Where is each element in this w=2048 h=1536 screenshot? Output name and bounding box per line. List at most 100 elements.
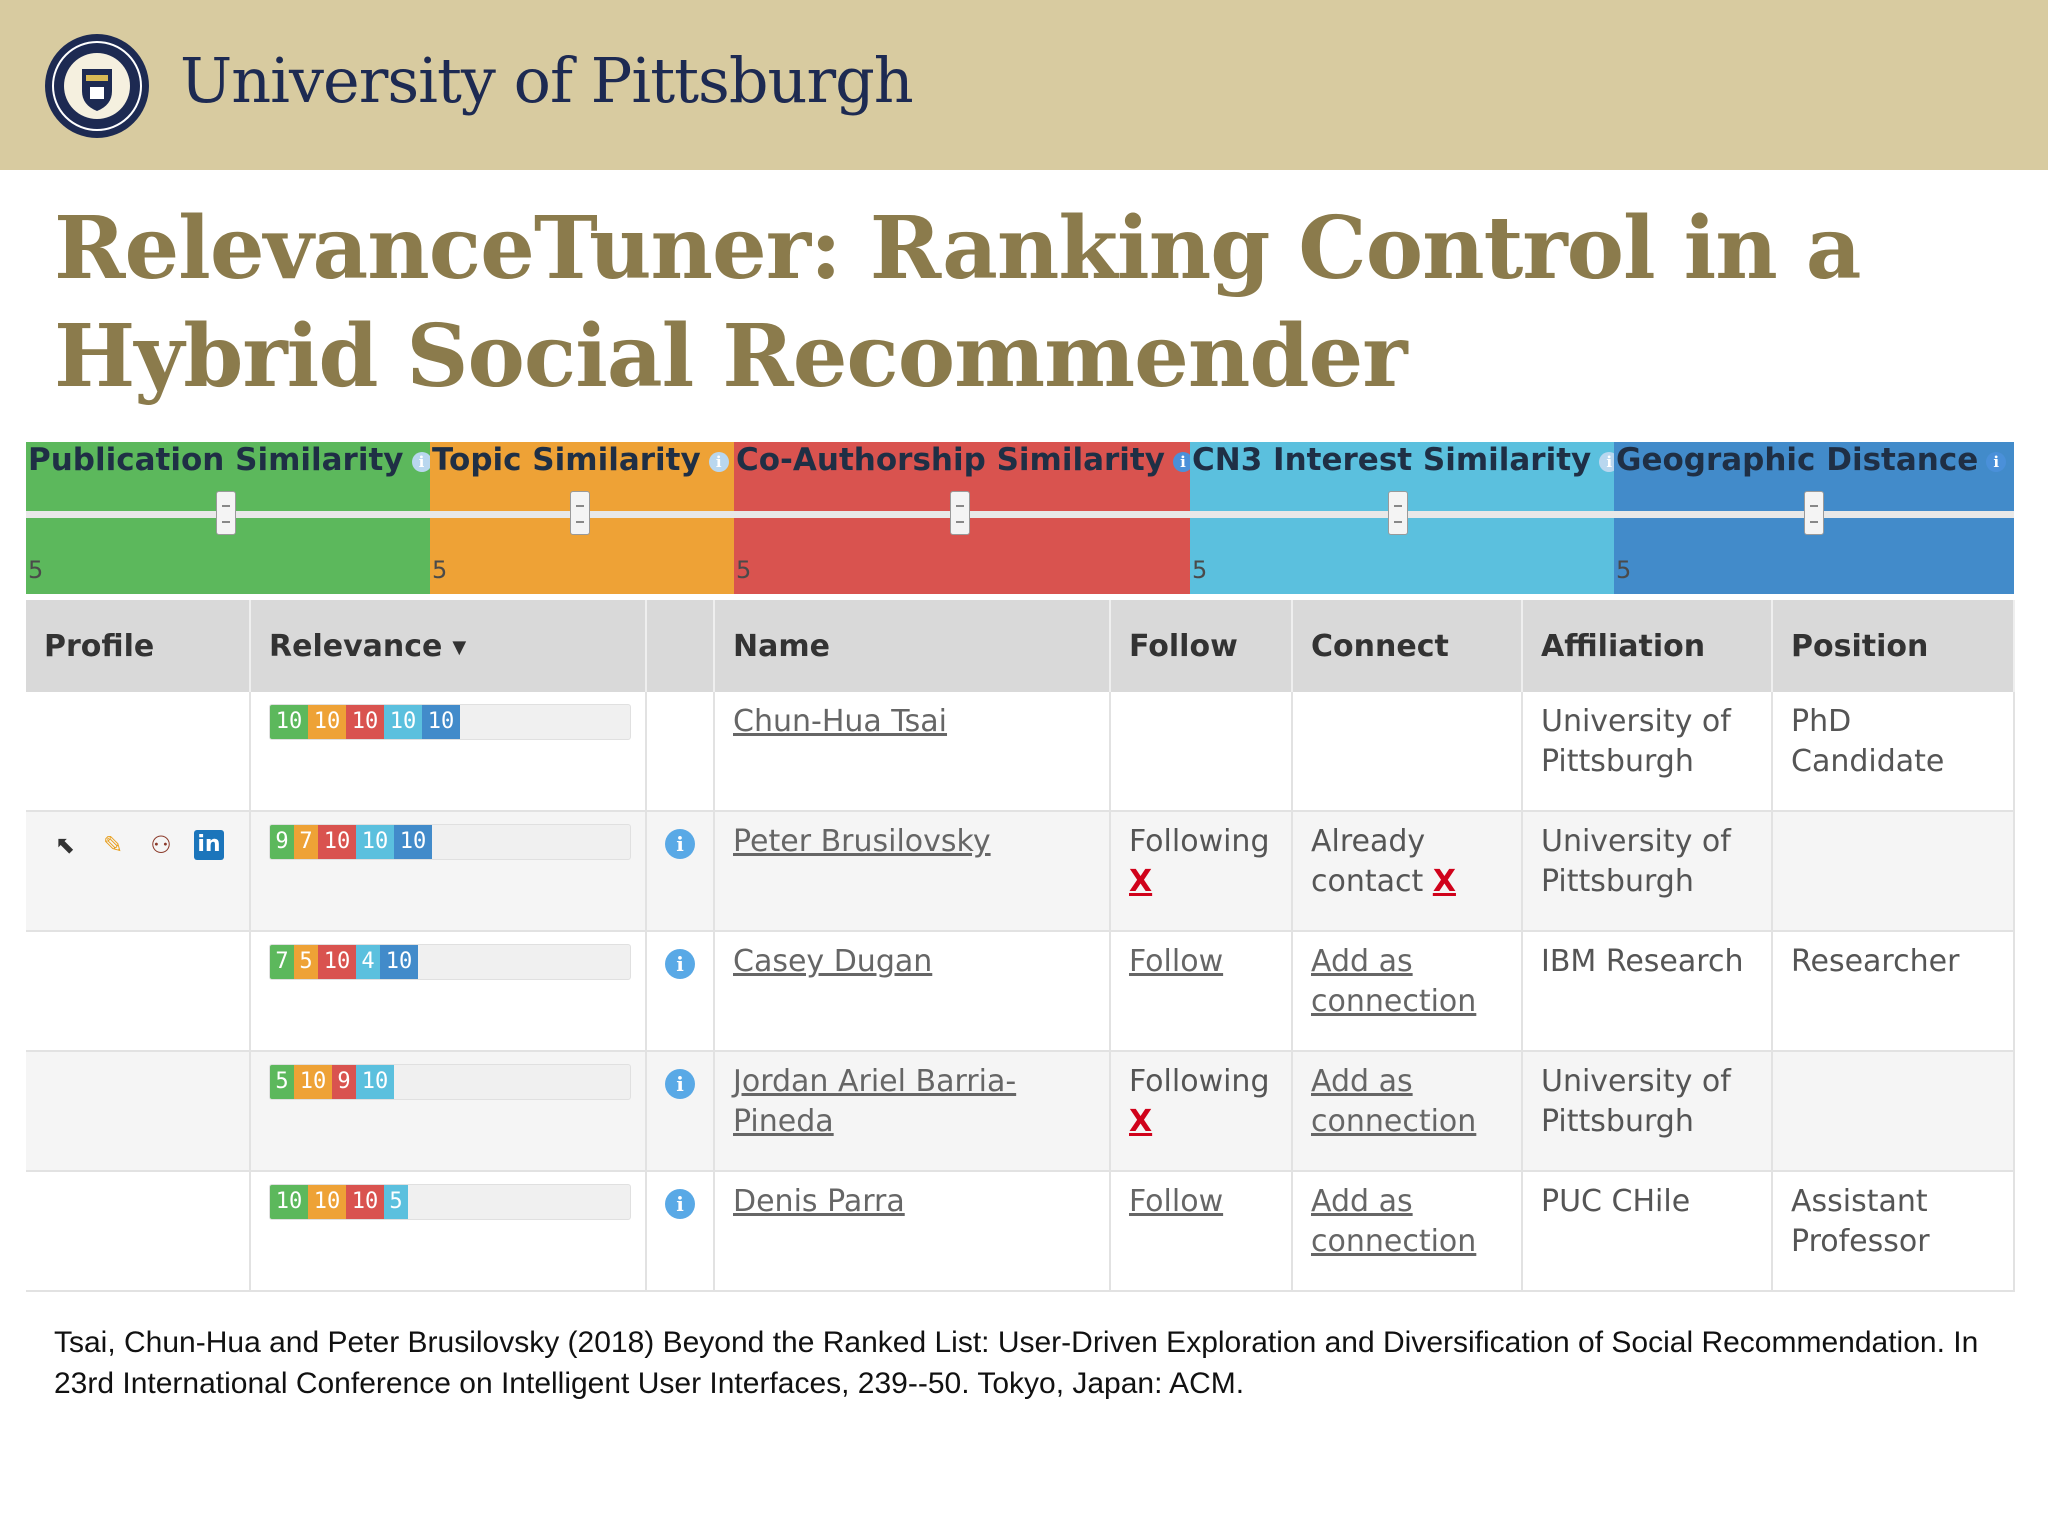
slider-handle-cn3[interactable]: [1388, 491, 1408, 535]
google-scholar-icon[interactable]: ⬉: [54, 831, 76, 859]
slider-handle-topic[interactable]: [570, 491, 590, 535]
relevance-segment: 7: [270, 945, 294, 979]
slider-label-publication: Publication Similarity: [28, 442, 404, 478]
person-name-link[interactable]: Chun-Hua Tsai: [733, 704, 948, 739]
slider-label-topic: Topic Similarity: [432, 442, 701, 478]
slider-track: [26, 511, 2014, 518]
unfollow-button[interactable]: X: [1129, 1104, 1153, 1139]
table-row: 7 5 10 4 10 i Casey Dugan Follow Add as conn…: [26, 931, 2015, 1052]
sort-descending-icon[interactable]: ▼: [452, 636, 467, 658]
name-cell: Casey Dugan: [714, 931, 1111, 1052]
info-icon[interactable]: i: [411, 451, 432, 472]
affiliation-cell: University of Pittsburgh: [1522, 811, 1773, 932]
relevance-segment: 10: [318, 945, 356, 979]
follow-cell: [1110, 692, 1293, 812]
position-cell: [1772, 1051, 2015, 1172]
info-icon[interactable]: i: [708, 451, 729, 472]
relevance-bar[interactable]: 7 5 10 4 10: [269, 944, 631, 980]
relevance-bar[interactable]: 10 10 10 10 10: [269, 704, 631, 740]
name-cell: Denis Parra: [714, 1171, 1111, 1292]
column-header-affiliation: Affiliation: [1522, 600, 1773, 692]
follow-button[interactable]: Follow: [1129, 1184, 1224, 1219]
connect-cell: [1292, 692, 1523, 812]
slider-handle-geographic[interactable]: [1804, 491, 1824, 535]
relevance-segment: 10: [270, 705, 308, 739]
relevance-bar[interactable]: 10 10 10 5: [269, 1184, 631, 1220]
profile-cell: [26, 1171, 251, 1292]
table-row: ⬉ ✎ ⚇ in 9 7 10 10 10 i Peter Brusilovsky Fo…: [26, 811, 2015, 932]
relevance-segment: 10: [422, 705, 460, 739]
person-name-link[interactable]: Jordan Ariel Barria-Pineda: [733, 1064, 1017, 1139]
unfollow-button[interactable]: X: [1129, 864, 1153, 899]
info-icon[interactable]: i: [1986, 451, 2007, 472]
relevance-segment: 10: [308, 705, 346, 739]
slide-title: RelevanceTuner: Ranking Control in a Hyb…: [54, 195, 2014, 411]
relevance-segment: 5: [294, 945, 318, 979]
slider-value-geographic: 5: [1616, 556, 1632, 584]
connect-cell: Add as connection: [1292, 1051, 1523, 1172]
follow-cell: Follow: [1110, 1171, 1293, 1292]
info-icon[interactable]: i: [665, 949, 695, 979]
relevance-segment: 10: [394, 825, 432, 859]
slider-handle-coauthorship[interactable]: [950, 491, 970, 535]
relevance-segment: 10: [270, 1185, 308, 1219]
relevance-segment: 9: [270, 825, 294, 859]
relevance-segment: 10: [356, 1065, 394, 1099]
column-header-info: [646, 600, 715, 692]
slide-title-line-1: RelevanceTuner: Ranking Control in a: [54, 198, 1861, 299]
column-header-follow: Follow: [1110, 600, 1293, 692]
follow-cell: Follow: [1110, 931, 1293, 1052]
follow-cell: Following X: [1110, 1051, 1293, 1172]
table-row: 10 10 10 5 i Denis Parra Follow Add as conn…: [26, 1171, 2015, 1292]
connect-status: Already contact: [1311, 824, 1426, 899]
follow-status: Following: [1129, 1064, 1270, 1099]
profile-cell: [26, 692, 251, 812]
add-connection-button[interactable]: Add as connection: [1311, 1064, 1477, 1139]
remove-contact-button[interactable]: X: [1432, 864, 1456, 899]
publications-icon[interactable]: ✎: [102, 831, 124, 859]
info-icon[interactable]: i: [665, 829, 695, 859]
column-header-profile: Profile: [26, 600, 251, 692]
affiliation-cell: University of Pittsburgh: [1522, 1051, 1773, 1172]
connect-cell: Add as connection: [1292, 1171, 1523, 1292]
add-connection-button[interactable]: Add as connection: [1311, 944, 1477, 1019]
recommendation-table: Profile Relevance ▼ Name Follow Connect A…: [26, 600, 2015, 1292]
affiliation-cell: IBM Research: [1522, 931, 1773, 1052]
linkedin-icon[interactable]: in: [194, 830, 224, 860]
table-header-row: Profile Relevance ▼ Name Follow Connect A…: [26, 600, 2015, 692]
name-cell: Jordan Ariel Barria-Pineda: [714, 1051, 1111, 1172]
slider-value-publication: 5: [28, 556, 44, 584]
info-icon[interactable]: i: [1172, 451, 1193, 472]
affiliation-cell: PUC CHile: [1522, 1171, 1773, 1292]
relevance-cell: 10 10 10 10 10: [250, 692, 647, 812]
slider-label-geographic: Geographic Distance: [1616, 442, 1979, 478]
slider-value-coauthorship: 5: [736, 556, 752, 584]
column-header-connect: Connect: [1292, 600, 1523, 692]
person-name-link[interactable]: Peter Brusilovsky: [733, 824, 991, 859]
info-cell: i: [646, 931, 715, 1052]
column-header-relevance[interactable]: Relevance ▼: [250, 600, 647, 692]
name-cell: Chun-Hua Tsai: [714, 692, 1111, 812]
relevance-cell: 7 5 10 4 10: [250, 931, 647, 1052]
info-icon[interactable]: i: [665, 1069, 695, 1099]
position-cell: Researcher: [1772, 931, 2015, 1052]
follow-status: Following: [1129, 824, 1270, 859]
position-cell: PhD Candidate: [1772, 692, 2015, 812]
info-icon[interactable]: i: [665, 1189, 695, 1219]
slider-label-cn3: CN3 Interest Similarity: [1192, 442, 1592, 478]
relevance-bar[interactable]: 9 7 10 10 10: [269, 824, 631, 860]
info-cell: [646, 692, 715, 812]
relevance-segment: 4: [356, 945, 380, 979]
relevance-bar[interactable]: 5 10 9 10: [269, 1064, 631, 1100]
person-name-link[interactable]: Denis Parra: [733, 1184, 905, 1219]
slider-segment-topic: Topic Similarity i 5: [430, 442, 734, 594]
follow-button[interactable]: Follow: [1129, 944, 1224, 979]
person-name-link[interactable]: Casey Dugan: [733, 944, 933, 979]
slider-handle-publication[interactable]: [216, 491, 236, 535]
add-connection-button[interactable]: Add as connection: [1311, 1184, 1477, 1259]
name-cell: Peter Brusilovsky: [714, 811, 1111, 932]
position-cell: Assistant Professor: [1772, 1171, 2015, 1292]
university-seal-logo: [45, 34, 149, 138]
column-header-position: Position: [1772, 600, 2015, 692]
coauthor-network-icon[interactable]: ⚇: [150, 831, 172, 859]
